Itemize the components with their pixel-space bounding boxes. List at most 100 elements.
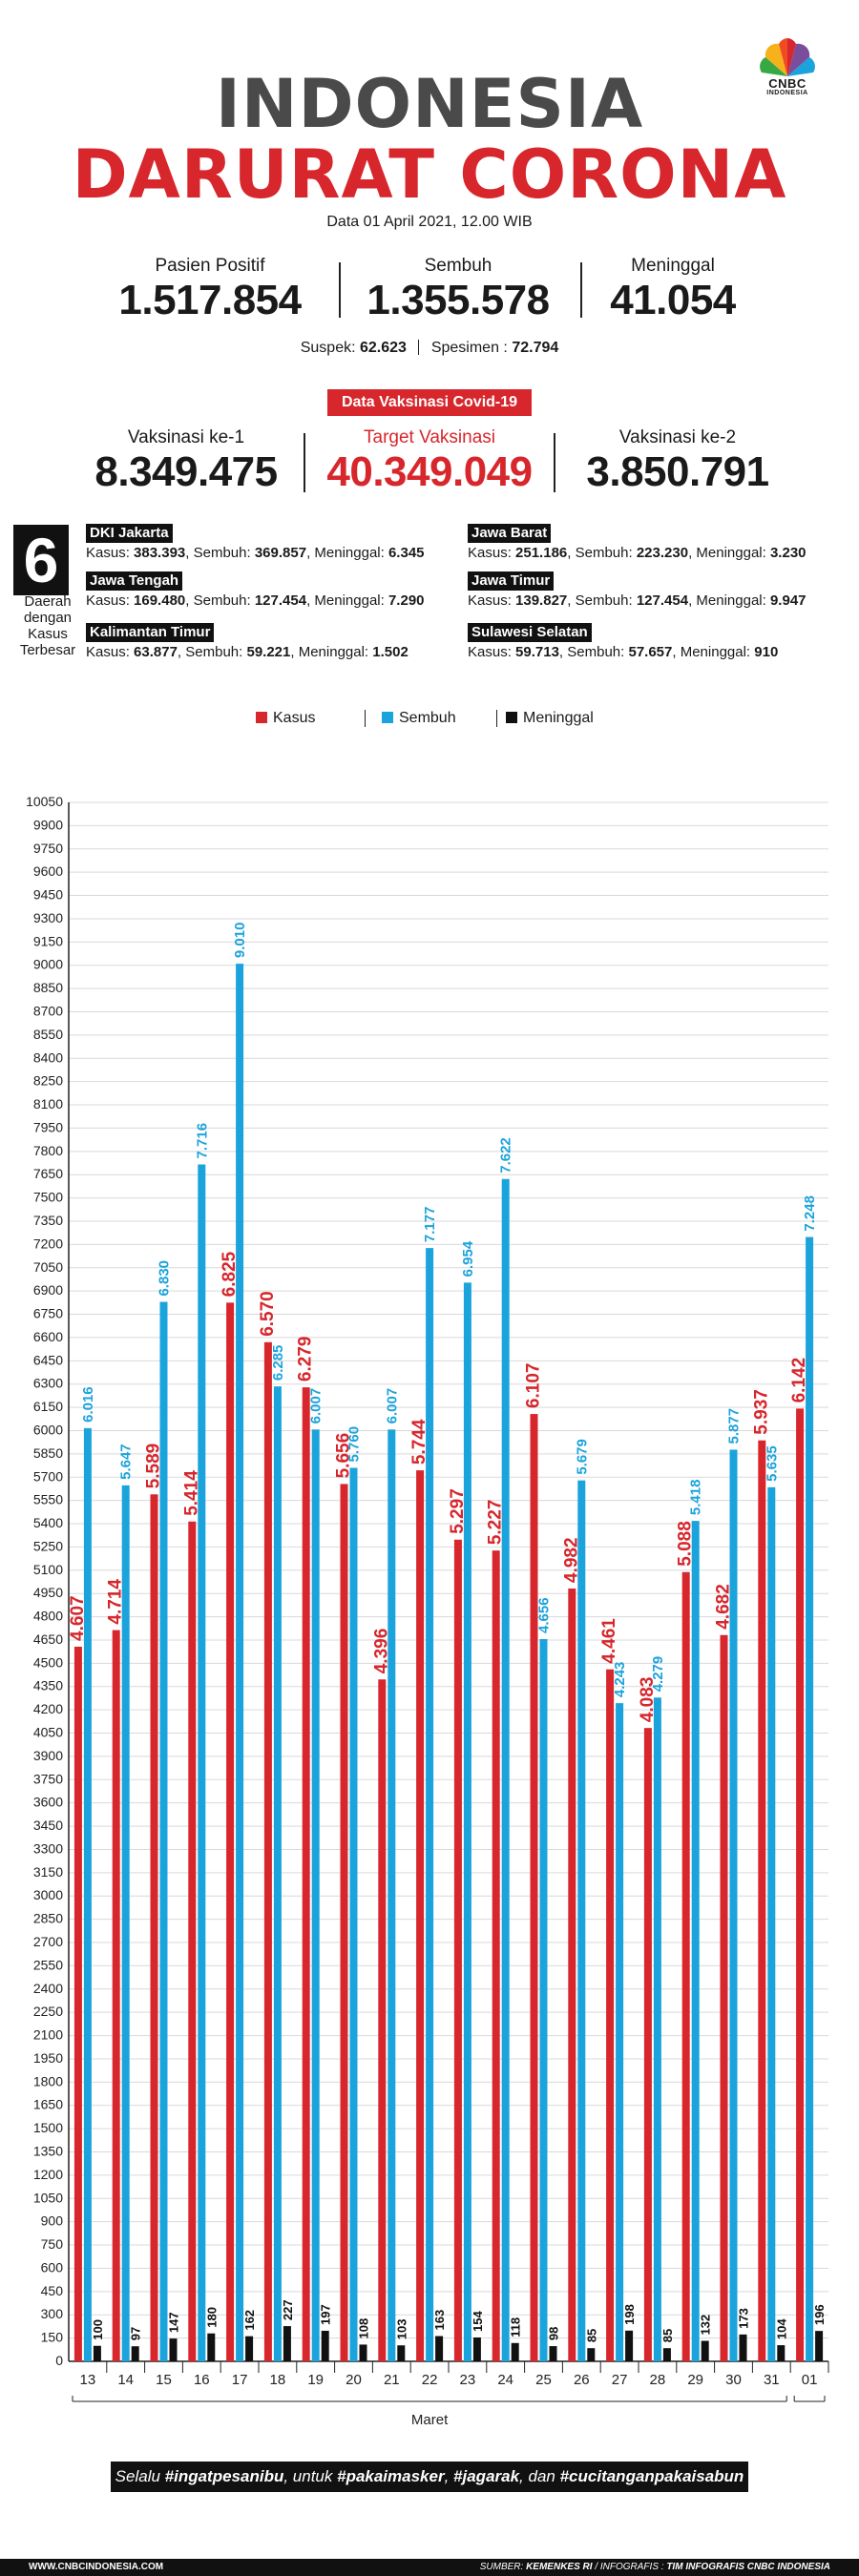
region-count: 6	[13, 525, 69, 595]
region-data: Kasus: 139.827, Sembuh: 127.454, Meningg…	[468, 592, 807, 609]
banner-hashtag: #ingatpesanibu	[164, 2467, 284, 2485]
x-tick-label: 20	[346, 2372, 362, 2388]
sembuh-label: Sembuh:	[193, 592, 251, 609]
x-tick-label: 24	[497, 2372, 513, 2388]
bar-sembuh	[539, 1638, 548, 2361]
x-tick-label: 29	[687, 2372, 703, 2388]
x-tick-label: 31	[764, 2372, 780, 2388]
y-tick-label: 2550	[33, 1957, 63, 1972]
data-label-sembuh: 7.716	[194, 1123, 210, 1159]
infographic-value: TIM INFOGRAFIS CNBC INDONESIA	[666, 2562, 830, 2572]
y-tick-label: 7500	[33, 1190, 63, 1205]
y-tick-label: 3750	[33, 1771, 63, 1786]
legend-swatch	[256, 712, 267, 723]
specimen-value: 72.794	[512, 340, 559, 356]
bar-kasus	[150, 1494, 158, 2361]
y-tick-label: 2700	[33, 1934, 63, 1949]
sembuh-value: 127.454	[254, 592, 307, 609]
divider	[418, 340, 420, 355]
positive-label: Pasien Positif	[155, 256, 265, 276]
data-label-meninggal: 85	[584, 2329, 598, 2342]
kasus-label: Kasus:	[468, 545, 512, 561]
y-tick-label: 4650	[33, 1631, 63, 1647]
y-tick-label: 600	[41, 2259, 64, 2275]
brand-sub: INDONESIA	[766, 90, 808, 96]
sembuh-label: Sembuh:	[575, 592, 633, 609]
y-tick-label: 5850	[33, 1445, 63, 1461]
bar-sembuh	[198, 1164, 206, 2361]
bar-meninggal	[131, 2346, 139, 2361]
bar-meninggal	[435, 2336, 444, 2361]
x-tick-label: 15	[156, 2372, 172, 2388]
date-line: Data 01 April 2021, 12.00 WIB	[326, 214, 533, 230]
positive-value: 1.517.854	[118, 277, 302, 323]
y-tick-label: 1200	[33, 2167, 63, 2182]
bar-meninggal	[397, 2345, 406, 2361]
legend-swatch	[506, 712, 517, 723]
y-tick-label: 6000	[33, 1422, 63, 1437]
caption-line: Terbesar	[19, 642, 76, 658]
bar-sembuh	[236, 964, 244, 2361]
data-label-kasus: 4.461	[599, 1618, 619, 1664]
bar-kasus	[606, 1669, 615, 2361]
dose1-value: 8.349.475	[94, 448, 278, 495]
vaccine-dose1: Vaksinasi ke-1 8.349.475	[67, 427, 305, 496]
bar-kasus	[681, 1571, 690, 2361]
bar-chart: 0 150 300 450 600 750 900 1050 1200 1350 1500 1650 1…	[26, 794, 829, 2428]
data-label-meninggal: 132	[699, 2315, 713, 2336]
source-value: KEMENKES RI	[526, 2562, 593, 2572]
meninggal-label: Meninggal:	[314, 592, 385, 609]
bar-kasus	[73, 1646, 82, 2361]
bar-meninggal	[169, 2338, 178, 2361]
region-data: Kasus: 383.393, Sembuh: 369.857, Meningg…	[86, 545, 425, 561]
y-tick-label: 6750	[33, 1306, 63, 1321]
legend-swatch	[382, 712, 393, 723]
kasus-label: Kasus:	[468, 592, 512, 609]
bar-meninggal	[207, 2333, 216, 2361]
sembuh-value: 59.221	[246, 644, 291, 660]
y-tick-label: 8550	[33, 1027, 63, 1042]
x-tick-label: 21	[384, 2372, 400, 2388]
suspect-label: Suspek:	[300, 340, 356, 356]
data-label-sembuh: 5.679	[574, 1439, 590, 1475]
kasus-value: 59.713	[515, 644, 559, 660]
sembuh-label: Sembuh:	[193, 545, 251, 561]
x-tick-label: 30	[725, 2372, 742, 2388]
bar-kasus	[568, 1588, 576, 2361]
x-tick-label: 18	[270, 2372, 286, 2388]
region-data: Kasus: 59.713, Sembuh: 57.657, Meninggal…	[468, 644, 779, 660]
target-label: Target Vaksinasi	[364, 427, 495, 447]
caption-line: Daerah	[24, 593, 72, 610]
data-label-sembuh: 6.954	[460, 1240, 476, 1277]
banner-hashtag: #pakaimasker	[337, 2467, 445, 2485]
meninggal-label: Meninggal:	[680, 644, 751, 660]
recovered-label: Sembuh	[424, 256, 492, 276]
y-tick-label: 8700	[33, 1003, 63, 1018]
y-tick-label: 1350	[33, 2144, 63, 2159]
data-label-meninggal: 108	[357, 2318, 371, 2339]
y-tick-label: 3000	[33, 1887, 63, 1902]
positive-stat: Pasien Positif 1.517.854	[95, 256, 325, 324]
data-label-sembuh: 6.007	[308, 1388, 325, 1424]
y-tick-label: 2850	[33, 1911, 63, 1926]
bar-sembuh	[616, 1703, 624, 2361]
dose2-value: 3.850.791	[586, 448, 769, 495]
y-tick-label: 150	[41, 2330, 64, 2345]
x-tick-label: 01	[802, 2372, 818, 2388]
banner-hashtag: #jagarak	[453, 2467, 520, 2485]
legend-label: Kasus	[273, 710, 316, 726]
specimen-label: Spesimen :	[430, 340, 508, 356]
data-label-meninggal: 97	[129, 2327, 143, 2340]
kasus-value: 251.186	[515, 545, 568, 561]
data-label-sembuh: 4.656	[536, 1597, 553, 1633]
bar-sembuh	[426, 1248, 434, 2361]
bar-sembuh	[349, 1467, 358, 2361]
y-tick-label: 1050	[33, 2190, 63, 2205]
bar-sembuh	[159, 1301, 168, 2361]
caption-line: Kasus	[28, 626, 68, 642]
data-label-sembuh: 6.007	[384, 1388, 400, 1424]
data-label-kasus: 6.570	[258, 1291, 278, 1337]
banner-text: , untuk	[283, 2467, 338, 2485]
legend-sembuh: Sembuh	[382, 710, 456, 727]
y-tick-label: 2100	[33, 2027, 63, 2043]
